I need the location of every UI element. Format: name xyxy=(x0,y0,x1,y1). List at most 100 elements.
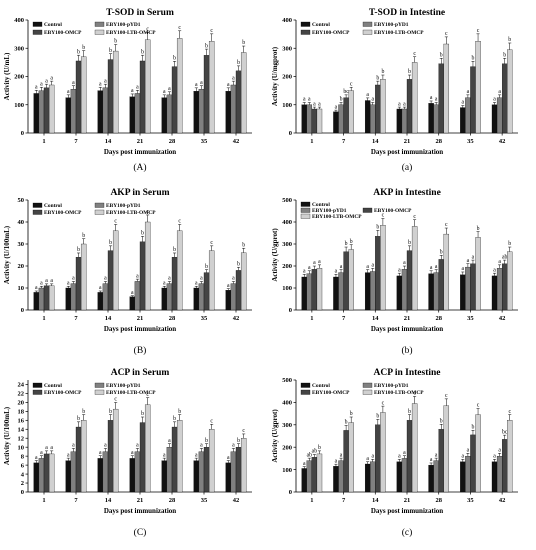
bar xyxy=(333,466,339,493)
significance-label: c xyxy=(178,219,181,225)
bar xyxy=(438,63,444,134)
y-tick-label: 100 xyxy=(14,102,24,109)
significance-label: bc xyxy=(343,89,349,95)
y-tick-label: 400 xyxy=(282,17,292,24)
bar xyxy=(129,458,136,493)
bar xyxy=(411,403,418,493)
legend-swatch xyxy=(94,389,105,395)
x-tick-label: 1 xyxy=(42,315,45,322)
y-tick-label: 40 xyxy=(18,219,25,226)
bar xyxy=(48,84,55,134)
significance-label: a xyxy=(498,259,501,265)
chart-title: T-SOD in Serum xyxy=(106,8,174,18)
bar xyxy=(501,63,508,134)
significance-label: b xyxy=(77,49,80,55)
significance-label: a xyxy=(462,454,465,460)
significance-label: b xyxy=(408,240,411,246)
significance-label: a xyxy=(40,280,43,286)
significance-label: c xyxy=(382,400,385,406)
x-tick-label: 1 xyxy=(310,497,313,504)
bar xyxy=(333,276,339,311)
significance-label: b xyxy=(376,414,379,420)
significance-label: b xyxy=(508,37,511,43)
significance-label: b xyxy=(376,75,379,81)
significance-label: a xyxy=(200,276,203,282)
y-tick-label: 16 xyxy=(18,418,25,425)
bar xyxy=(396,461,403,493)
significance-label: a xyxy=(403,101,406,107)
significance-label: a xyxy=(313,260,316,266)
legend-label: EBY100-LTB-OMCP xyxy=(312,214,362,220)
legend-label: EBY100-pYD1 xyxy=(106,383,141,389)
bar xyxy=(161,287,168,311)
bar xyxy=(208,429,215,493)
significance-label: a xyxy=(318,101,321,107)
legend-swatch xyxy=(362,207,373,213)
x-tick-label: 7 xyxy=(74,138,78,145)
legend-swatch xyxy=(300,207,311,213)
legend-swatch xyxy=(32,29,43,35)
bar xyxy=(501,263,508,311)
bar xyxy=(166,94,173,134)
y-axis-label: Activity (U/gprot) xyxy=(271,228,279,282)
legend-swatch xyxy=(362,389,373,395)
y-tick-label: 0 xyxy=(289,130,292,137)
significance-label: a xyxy=(104,276,107,282)
y-tick-label: 18 xyxy=(18,409,25,416)
significance-label: a xyxy=(403,260,406,266)
legend-label: EBY100-OMCP xyxy=(312,390,350,396)
bar xyxy=(102,87,109,134)
legend-label: EBY100-OMCP xyxy=(44,210,82,216)
bar xyxy=(375,424,381,493)
bar xyxy=(370,104,376,134)
significance-label: c xyxy=(210,240,213,246)
legend-label: Control xyxy=(44,22,62,28)
significance-label: b xyxy=(82,45,85,51)
bar xyxy=(311,108,318,134)
bar xyxy=(470,434,476,493)
bar xyxy=(203,447,210,493)
bar xyxy=(411,62,418,134)
bar xyxy=(306,273,313,311)
legend-label: Control xyxy=(312,22,330,28)
significance-label: b xyxy=(205,438,208,444)
x-tick-label: 14 xyxy=(372,315,379,322)
bar xyxy=(225,91,232,134)
y-tick-label: 10 xyxy=(18,285,25,292)
significance-label: b xyxy=(376,225,379,231)
bar xyxy=(438,429,444,493)
significance-label: c xyxy=(445,31,448,37)
chart-title: T-SOD in Intestine xyxy=(369,8,445,18)
y-tick-label: 50 xyxy=(18,197,25,204)
y-tick-label: 30 xyxy=(18,241,25,248)
y-tick-label: 14 xyxy=(18,426,25,433)
significance-label: a xyxy=(430,457,433,463)
bar xyxy=(176,420,183,493)
bar xyxy=(333,111,339,134)
legend-swatch xyxy=(300,201,311,207)
legend-label: EBY100-OMCP xyxy=(44,30,82,36)
x-axis-label: Days post immunization xyxy=(371,507,443,515)
legend-swatch xyxy=(300,21,311,27)
bar xyxy=(225,290,232,311)
x-tick-label: 28 xyxy=(435,497,442,504)
bar xyxy=(406,79,413,134)
bar xyxy=(311,269,318,311)
bar xyxy=(364,463,371,493)
x-axis-label: Days post immunization xyxy=(104,148,176,156)
significance-label: a xyxy=(67,452,70,458)
significance-label: a xyxy=(232,75,235,81)
legend-label: EBY100-LTB-OMCP xyxy=(106,30,156,36)
x-tick-label: 28 xyxy=(435,315,442,322)
significance-label: a xyxy=(435,452,438,458)
bar xyxy=(433,272,439,311)
significance-label: a xyxy=(195,452,198,458)
x-tick-label: 14 xyxy=(105,497,112,504)
significance-label: b xyxy=(472,425,475,431)
significance-label: b xyxy=(141,49,144,55)
bar xyxy=(102,283,109,311)
bar xyxy=(230,84,237,134)
significance-label: c xyxy=(508,409,511,415)
bar xyxy=(496,456,503,493)
